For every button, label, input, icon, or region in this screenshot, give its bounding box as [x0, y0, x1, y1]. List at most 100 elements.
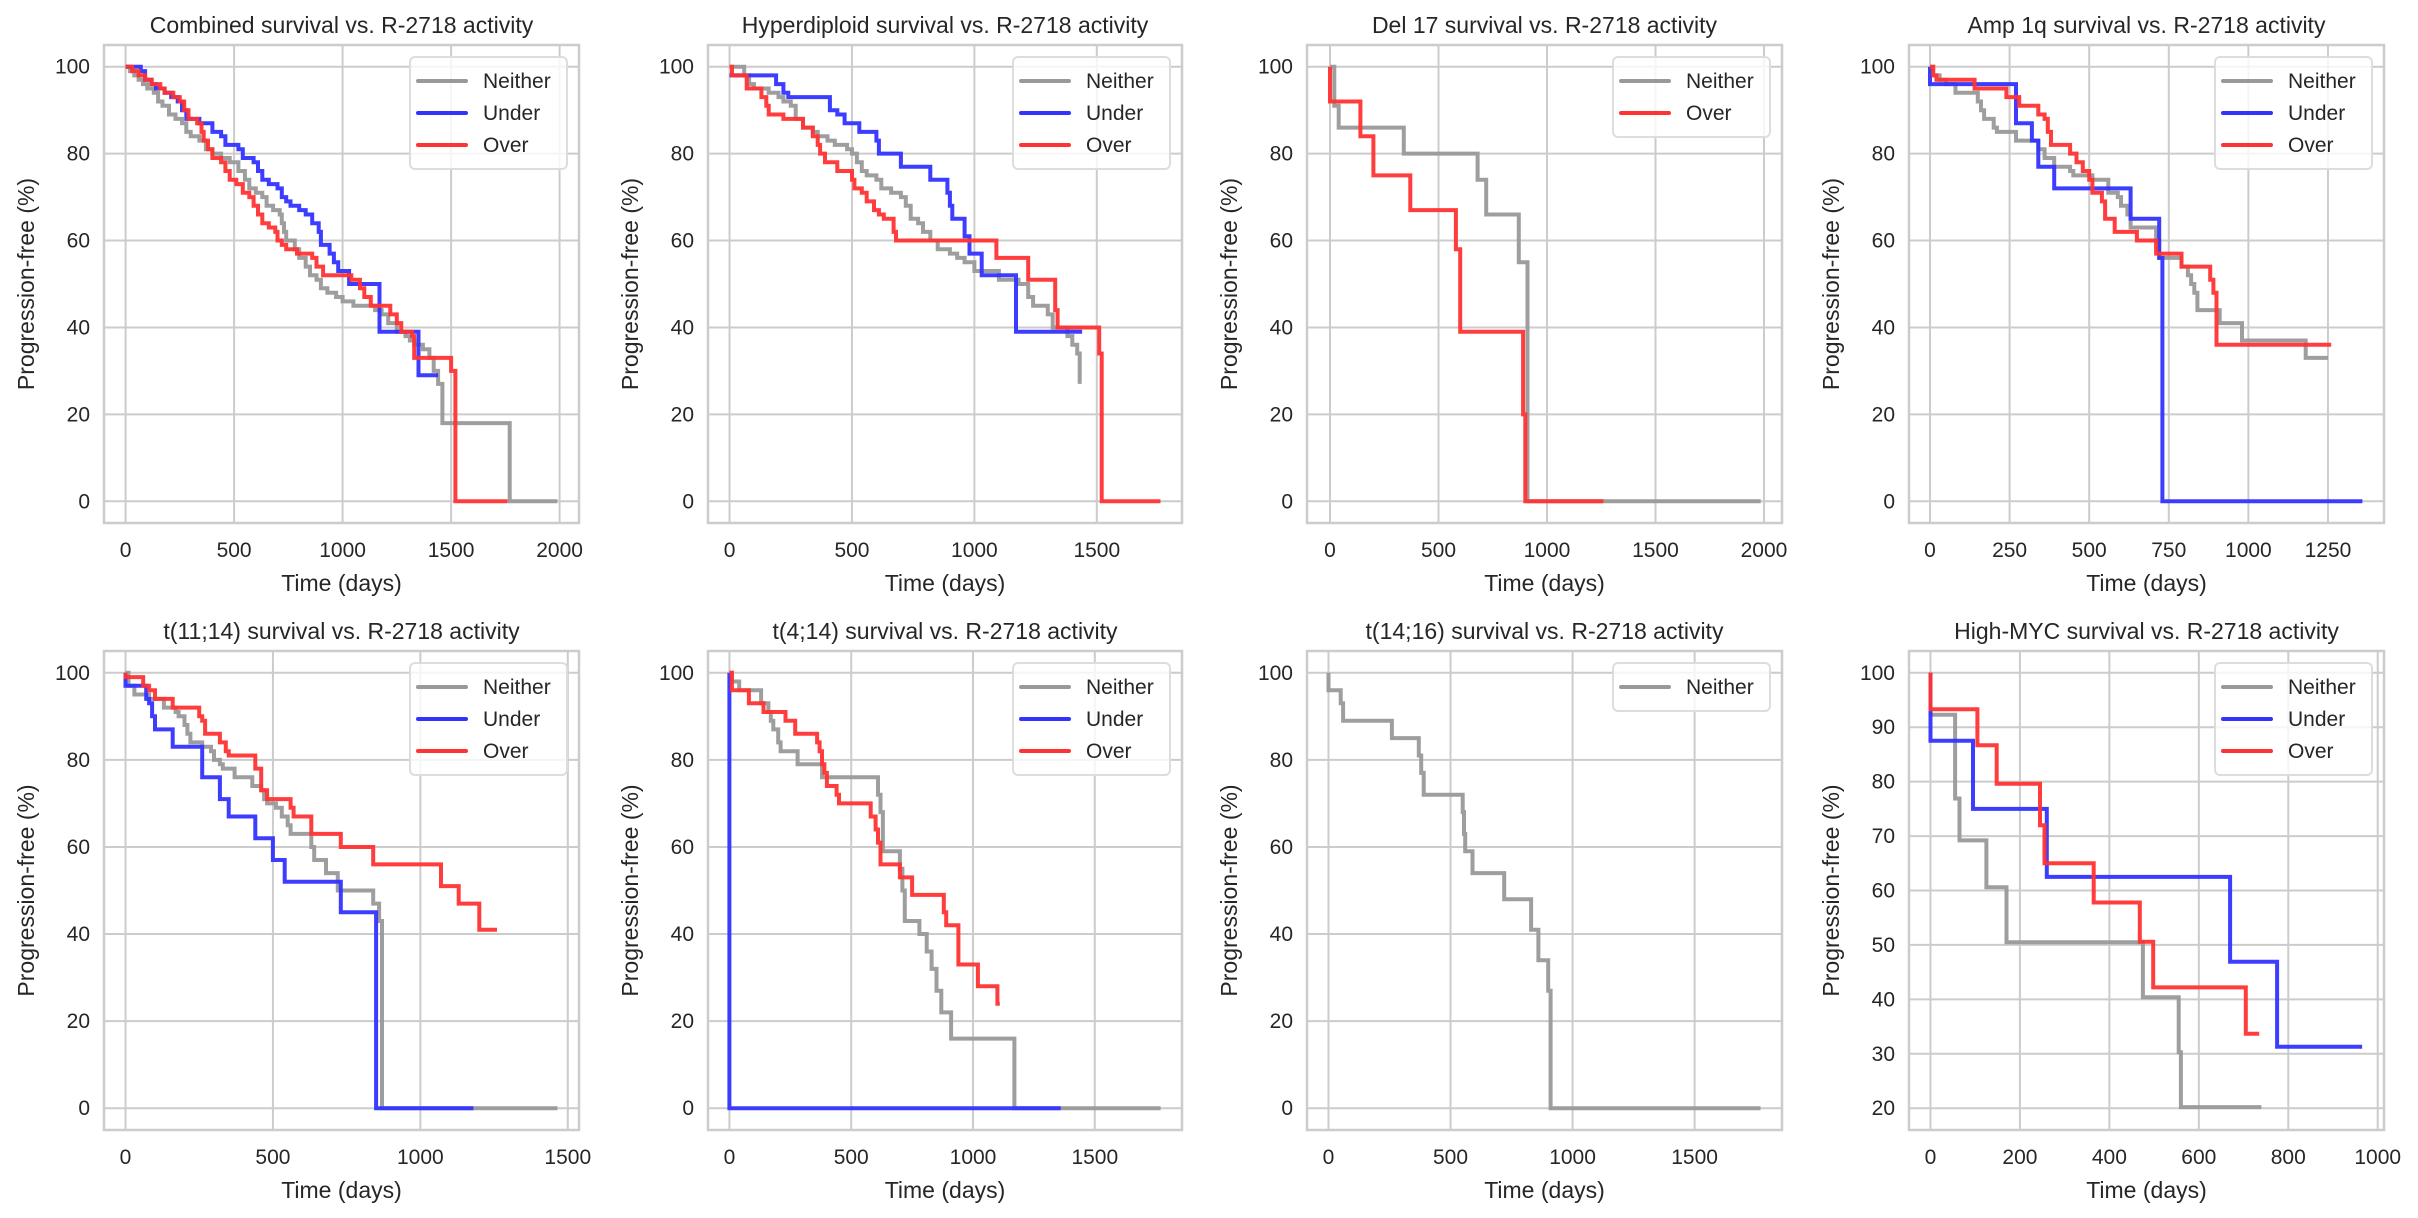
- y-axis-label: Progression-free (%): [13, 784, 39, 996]
- y-tick-label: 20: [67, 403, 90, 426]
- y-tick-label: 0: [1883, 490, 1895, 513]
- x-tick-label: 800: [2271, 1146, 2306, 1169]
- x-tick-label: 1500: [544, 1146, 591, 1169]
- y-tick-label: 20: [1270, 403, 1293, 426]
- series-line-under: [125, 64, 439, 378]
- series-line-neither: [1930, 64, 2328, 360]
- panel-t-11-14: 0 500 1000 1500 0 20 40 60 80 100 t(11;14) surviva…: [13, 618, 591, 1203]
- legend-box: [409, 662, 568, 776]
- y-tick-label: 40: [67, 923, 90, 946]
- series-line-over: [729, 64, 1161, 504]
- y-tick-label: 80: [1270, 143, 1293, 166]
- x-tick-label: 1500: [1073, 539, 1120, 562]
- x-tick-label: 600: [2181, 1146, 2216, 1169]
- y-tick-label: 0: [78, 1097, 90, 1120]
- legend-label-under: Under: [1086, 102, 1143, 125]
- x-tick-label: 500: [2072, 539, 2107, 562]
- panel-title: Del 17 survival vs. R-2718 activity: [1372, 12, 1718, 38]
- panel-del-17: 0 500 1000 1500 2000 0 20 40 60 80 100 Del 17 survi…: [1216, 12, 1787, 596]
- y-tick-label: 40: [1872, 316, 1895, 339]
- y-tick-label: 60: [671, 836, 694, 859]
- series-line-neither: [1928, 672, 2262, 1110]
- y-tick-label: 30: [1872, 1043, 1895, 1066]
- legend-label-neither: Neither: [1086, 676, 1154, 699]
- y-tick-label: 60: [67, 230, 90, 253]
- series-line-under: [123, 672, 474, 1111]
- x-tick-label: 2000: [536, 539, 583, 562]
- x-tick-label: 500: [255, 1146, 290, 1169]
- x-tick-label: 1250: [2305, 539, 2352, 562]
- legend-label-neither: Neither: [1086, 70, 1154, 93]
- series-line-under: [727, 672, 1061, 1111]
- legend-box: [2214, 662, 2373, 776]
- panel-title: Combined survival vs. R-2718 activity: [150, 12, 534, 38]
- x-tick-label: 0: [1324, 539, 1336, 562]
- legend-label-under: Under: [2288, 102, 2345, 125]
- x-tick-label: 0: [1925, 1146, 1937, 1169]
- x-tick-label: 500: [1433, 1146, 1468, 1169]
- legend-label-over: Over: [2288, 134, 2334, 157]
- x-axis-label: Time (days): [1484, 1177, 1605, 1203]
- x-tick-label: 1500: [1671, 1146, 1718, 1169]
- y-tick-label: 80: [67, 749, 90, 772]
- legend-box: [409, 56, 568, 170]
- y-tick-label: 100: [1860, 662, 1895, 685]
- series-line-under: [1928, 672, 2363, 1049]
- x-tick-label: 500: [834, 1146, 869, 1169]
- y-tick-label: 80: [671, 143, 694, 166]
- legend: Neither Under Over: [2214, 56, 2373, 170]
- x-tick-label: 250: [1992, 539, 2027, 562]
- series-line-over: [729, 670, 1000, 1006]
- series-line-under: [729, 73, 1083, 334]
- y-tick-label: 20: [1872, 1097, 1895, 1120]
- y-tick-label: 80: [1270, 749, 1293, 772]
- y-tick-label: 100: [659, 662, 694, 685]
- legend-box: [1612, 662, 1771, 712]
- y-tick-label: 90: [1872, 716, 1895, 739]
- panel-title: t(14;16) survival vs. R-2718 activity: [1366, 618, 1724, 644]
- y-tick-label: 0: [682, 1097, 694, 1120]
- legend-label-neither: Neither: [483, 70, 551, 93]
- series-line-over: [1930, 64, 2332, 347]
- x-tick-label: 1000: [951, 539, 998, 562]
- series-line-neither: [729, 64, 1082, 384]
- legend-box: [1612, 56, 1771, 138]
- legend-label-neither: Neither: [2288, 70, 2356, 93]
- series-line-neither: [1326, 672, 1761, 1111]
- y-tick-label: 20: [671, 403, 694, 426]
- legend-label-neither: Neither: [483, 676, 551, 699]
- x-tick-label: 1000: [1549, 1146, 1596, 1169]
- axes-frame: [1305, 649, 1784, 1132]
- series-line-over: [1928, 672, 2260, 1036]
- x-axis-label: Time (days): [885, 570, 1006, 596]
- y-tick-label: 100: [55, 56, 90, 79]
- y-tick-label: 80: [1872, 143, 1895, 166]
- y-tick-label: 60: [1872, 880, 1895, 903]
- x-tick-label: 200: [2002, 1146, 2037, 1169]
- x-tick-label: 1000: [1524, 539, 1571, 562]
- panel-title: High-MYC survival vs. R-2718 activity: [1954, 618, 2339, 644]
- axes-frame: [102, 649, 581, 1132]
- legend-box: [1012, 662, 1171, 776]
- legend-box: [1012, 56, 1171, 170]
- x-tick-label: 1000: [2225, 539, 2272, 562]
- y-axis-label: Progression-free (%): [1818, 178, 1844, 390]
- series-line-over: [1328, 66, 1604, 504]
- y-tick-label: 40: [671, 316, 694, 339]
- y-tick-label: 60: [1270, 230, 1293, 253]
- x-tick-label: 0: [1924, 539, 1936, 562]
- y-tick-label: 40: [671, 923, 694, 946]
- x-tick-label: 0: [724, 539, 736, 562]
- legend: Neither Under Over: [1012, 56, 1171, 170]
- panel-title: Hyperdiploid survival vs. R-2718 activit…: [742, 12, 1149, 38]
- legend-label-over: Over: [1686, 102, 1732, 125]
- x-tick-label: 1000: [2354, 1146, 2401, 1169]
- y-tick-label: 70: [1872, 825, 1895, 848]
- y-tick-label: 0: [682, 490, 694, 513]
- y-tick-label: 20: [67, 1010, 90, 1033]
- y-tick-label: 60: [1872, 230, 1895, 253]
- x-tick-label: 400: [2092, 1146, 2127, 1169]
- legend-label-over: Over: [483, 740, 529, 763]
- x-tick-label: 1500: [428, 539, 475, 562]
- series-line-over: [123, 672, 497, 932]
